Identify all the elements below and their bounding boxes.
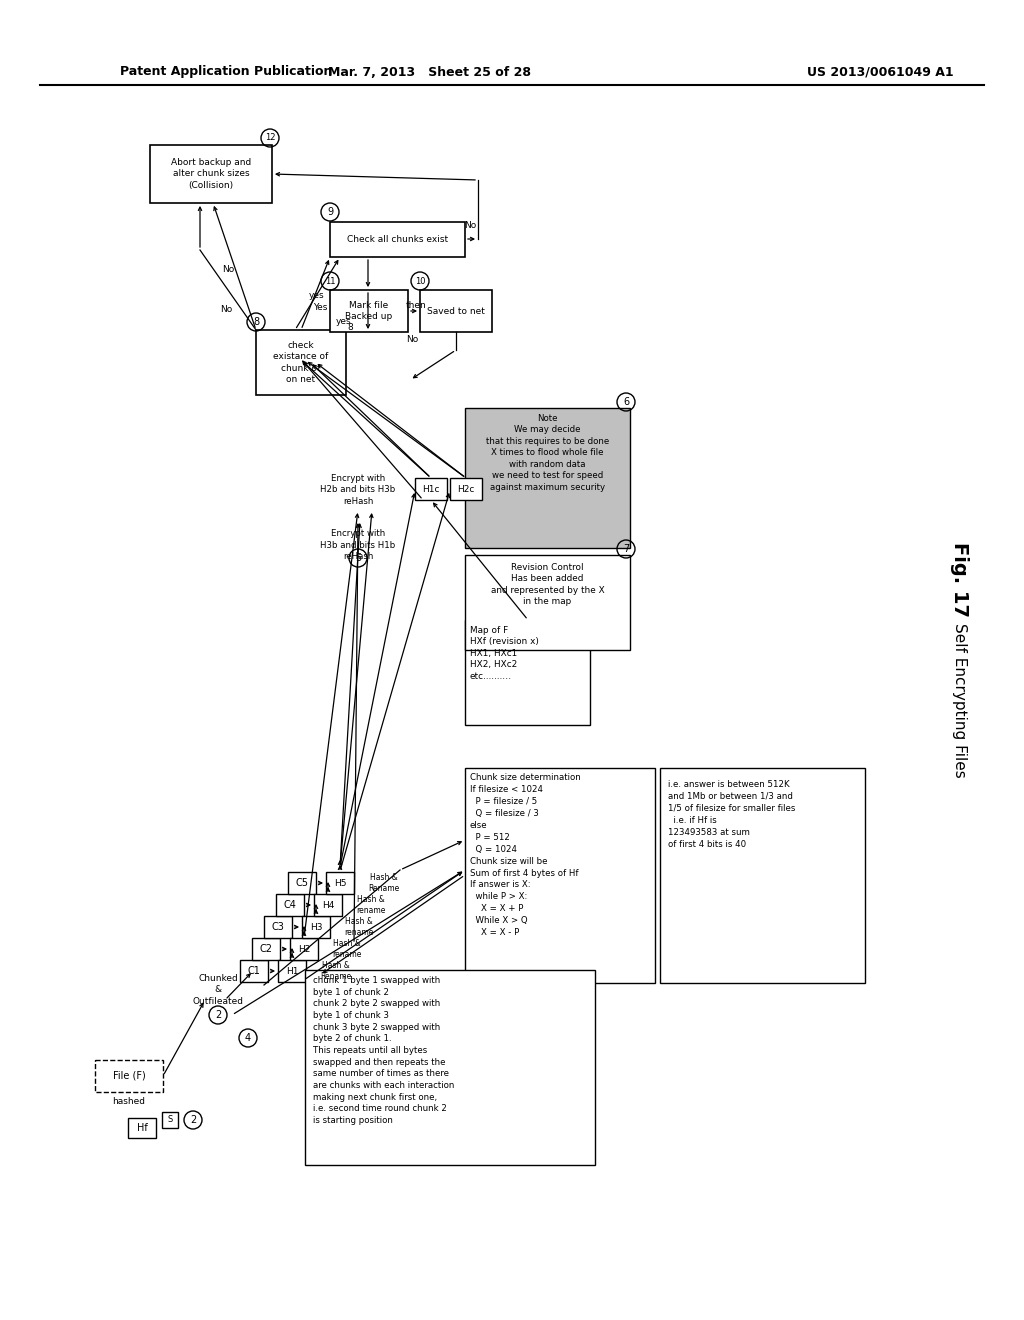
Text: File (F): File (F) <box>113 1071 145 1081</box>
Text: C3: C3 <box>271 921 285 932</box>
Text: 8: 8 <box>253 317 259 327</box>
FancyBboxPatch shape <box>465 408 630 548</box>
FancyBboxPatch shape <box>465 620 590 725</box>
Text: H3: H3 <box>309 923 323 932</box>
Text: 8: 8 <box>347 323 353 333</box>
FancyBboxPatch shape <box>288 873 316 894</box>
FancyBboxPatch shape <box>290 939 318 960</box>
Text: No: No <box>220 305 232 314</box>
FancyBboxPatch shape <box>240 960 268 982</box>
Text: 2: 2 <box>215 1010 221 1020</box>
Text: chunk 1 byte 1 swapped with
byte 1 of chunk 2
chunk 2 byte 2 swapped with
byte 1: chunk 1 byte 1 swapped with byte 1 of ch… <box>313 975 455 1125</box>
FancyBboxPatch shape <box>326 873 354 894</box>
Text: Hash &
Rename: Hash & Rename <box>368 874 399 892</box>
FancyBboxPatch shape <box>330 290 408 333</box>
Text: 4: 4 <box>245 1034 251 1043</box>
FancyBboxPatch shape <box>95 1060 163 1092</box>
Text: Encrypt with
H2b and bits H3b
reHash: Encrypt with H2b and bits H3b reHash <box>321 474 395 506</box>
Text: Map of F
HXf (revision x)
HX1, HXc1
HX2, HXc2
etc.......…: Map of F HXf (revision x) HX1, HXc1 HX2,… <box>470 626 539 681</box>
Text: 2: 2 <box>189 1115 197 1125</box>
Text: Hash &
Rename: Hash & Rename <box>319 961 351 981</box>
Text: C2: C2 <box>259 944 272 954</box>
Text: Mark file
Backed up: Mark file Backed up <box>345 301 392 321</box>
Text: S: S <box>167 1115 173 1125</box>
Text: C5: C5 <box>296 878 308 888</box>
Text: No: No <box>222 265 234 275</box>
FancyBboxPatch shape <box>305 970 595 1166</box>
Text: C1: C1 <box>248 966 260 975</box>
FancyBboxPatch shape <box>314 894 342 916</box>
Text: H2: H2 <box>298 945 310 953</box>
FancyBboxPatch shape <box>465 768 655 983</box>
Text: Hash &
rename: Hash & rename <box>344 917 374 937</box>
Text: hashed: hashed <box>113 1097 145 1106</box>
FancyBboxPatch shape <box>276 894 304 916</box>
Text: yes: yes <box>309 292 325 301</box>
Text: H5: H5 <box>334 879 346 887</box>
Text: Hash &
rename: Hash & rename <box>332 940 361 958</box>
Text: Chunk size determination
If filesize < 1024
  P = filesize / 5
  Q = filesize / : Chunk size determination If filesize < 1… <box>470 774 581 937</box>
Text: 12: 12 <box>265 133 275 143</box>
Text: C4: C4 <box>284 900 296 909</box>
Text: 7: 7 <box>623 544 629 554</box>
Text: Mar. 7, 2013   Sheet 25 of 28: Mar. 7, 2013 Sheet 25 of 28 <box>329 66 531 78</box>
Text: 5: 5 <box>355 553 361 564</box>
Text: H2c: H2c <box>458 484 475 494</box>
FancyBboxPatch shape <box>256 330 346 395</box>
Text: Check all chunks exist: Check all chunks exist <box>347 235 449 244</box>
Text: Self Encrypting Files: Self Encrypting Files <box>952 623 968 777</box>
Text: Encrypt with
H3b and bits H1b
reHash: Encrypt with H3b and bits H1b reHash <box>321 529 395 561</box>
Text: No: No <box>464 222 476 231</box>
Text: 11: 11 <box>325 276 335 285</box>
FancyBboxPatch shape <box>162 1111 178 1129</box>
Text: check
existance of
chunk of
on net: check existance of chunk of on net <box>273 342 329 384</box>
Text: 10: 10 <box>415 276 425 285</box>
Text: Patent Application Publication: Patent Application Publication <box>120 66 333 78</box>
Text: H1c: H1c <box>422 484 439 494</box>
Text: Chunked
&
Outfileated: Chunked & Outfileated <box>193 974 244 1006</box>
Text: H4: H4 <box>322 900 334 909</box>
FancyBboxPatch shape <box>150 145 272 203</box>
Text: i.e. answer is between 512K
and 1Mb or between 1/3 and
1/5 of filesize for small: i.e. answer is between 512K and 1Mb or b… <box>668 780 796 849</box>
Text: Saved to net: Saved to net <box>427 306 485 315</box>
FancyBboxPatch shape <box>465 554 630 649</box>
Text: US 2013/0061049 A1: US 2013/0061049 A1 <box>807 66 953 78</box>
FancyBboxPatch shape <box>330 222 465 257</box>
Text: 9: 9 <box>327 207 333 216</box>
FancyBboxPatch shape <box>252 939 280 960</box>
Text: Hash &
rename: Hash & rename <box>356 895 385 915</box>
Text: 6: 6 <box>623 397 629 407</box>
Text: Fig. 17: Fig. 17 <box>950 543 970 618</box>
FancyBboxPatch shape <box>660 768 865 983</box>
Text: No: No <box>406 335 418 345</box>
Text: Revision Control
Has been added
and represented by the X
in the map: Revision Control Has been added and repr… <box>490 564 604 606</box>
FancyBboxPatch shape <box>264 916 292 939</box>
Text: H1: H1 <box>286 966 298 975</box>
Text: yes: yes <box>336 318 352 326</box>
FancyBboxPatch shape <box>128 1118 156 1138</box>
FancyBboxPatch shape <box>450 478 482 500</box>
FancyBboxPatch shape <box>278 960 306 982</box>
FancyBboxPatch shape <box>302 916 330 939</box>
Text: Abort backup and
alter chunk sizes
(Collision): Abort backup and alter chunk sizes (Coll… <box>171 158 251 190</box>
Text: Hf: Hf <box>136 1123 147 1133</box>
Text: then: then <box>406 301 426 310</box>
FancyBboxPatch shape <box>420 290 492 333</box>
Text: Note
We may decide
that this requires to be done
X times to flood whole file
wit: Note We may decide that this requires to… <box>485 414 609 492</box>
FancyBboxPatch shape <box>415 478 447 500</box>
Text: Yes: Yes <box>312 304 328 313</box>
